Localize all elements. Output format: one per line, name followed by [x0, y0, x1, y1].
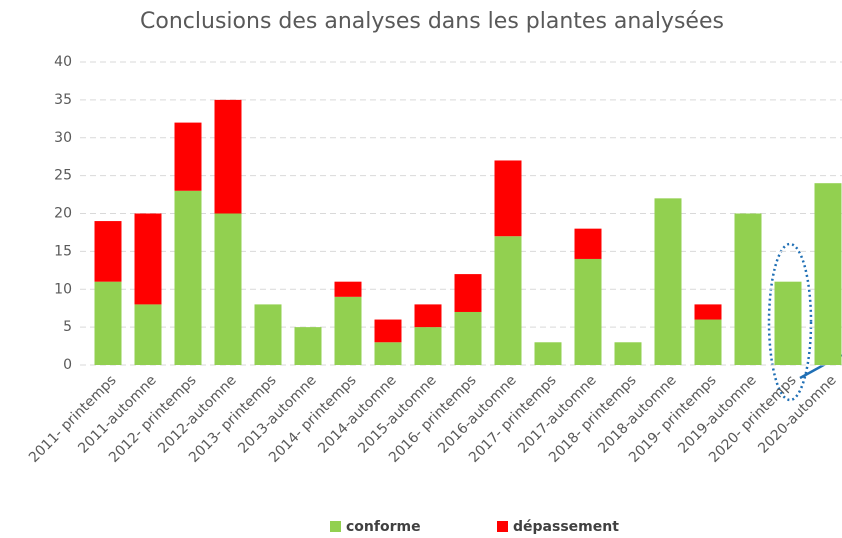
y-tick-label: 40: [54, 54, 72, 70]
y-tick-label: 10: [54, 281, 72, 297]
bar-segment: [414, 304, 442, 328]
bar-segment: [494, 160, 522, 237]
bar-segment: [334, 281, 362, 297]
legend-swatch: [330, 521, 341, 532]
bar-segment: [254, 304, 282, 365]
bar-segment: [574, 258, 602, 365]
annotation-ellipse: [767, 242, 813, 402]
bar-segment: [614, 342, 642, 365]
bar-segment: [94, 281, 122, 365]
bar-segment: [414, 327, 442, 365]
bar-segment: [574, 228, 602, 259]
legend-label: dépassement: [513, 519, 619, 535]
bar-segment: [214, 213, 242, 365]
bar-segment: [494, 236, 522, 365]
y-tick-label: 15: [54, 243, 72, 259]
y-tick-label: 30: [54, 130, 72, 146]
y-tick-label: 5: [63, 319, 72, 335]
bar-segment: [694, 304, 722, 320]
bar-segment: [294, 327, 322, 365]
bar-segment: [134, 213, 162, 305]
bar-segment: [374, 342, 402, 365]
bar-segment: [174, 122, 202, 191]
legend-swatch: [497, 521, 508, 532]
chart-title: Conclusions des analyses dans les plante…: [140, 9, 724, 34]
bar-segment: [454, 311, 482, 365]
legend-label: conforme: [346, 519, 421, 535]
bar-segment: [94, 221, 122, 282]
y-tick-label: 20: [54, 206, 72, 222]
bar-segment: [454, 274, 482, 312]
bar-segment: [134, 304, 162, 365]
bar-segment: [174, 190, 202, 365]
y-tick-label: 35: [54, 92, 72, 108]
bar-segment: [734, 213, 762, 365]
y-tick-label: 0: [63, 357, 72, 373]
bar-segment: [334, 296, 362, 365]
y-tick-label: 25: [54, 168, 72, 184]
bar-segment: [814, 183, 842, 365]
bar-segment: [654, 198, 682, 365]
bar-segment: [534, 342, 562, 365]
bar-segment: [214, 99, 242, 214]
bar-segment: [774, 281, 802, 365]
bar-segment: [694, 319, 722, 365]
bar-segment: [374, 319, 402, 343]
